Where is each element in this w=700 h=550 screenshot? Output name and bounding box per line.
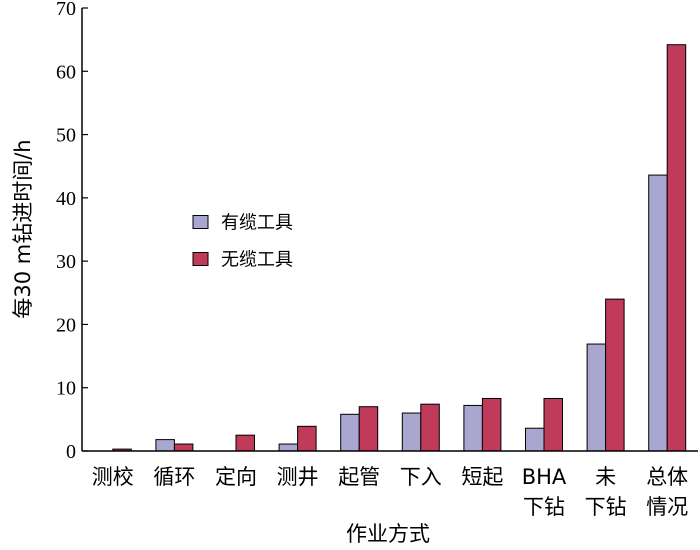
x-category-label: BHA bbox=[522, 465, 567, 489]
x-category-label: 情况 bbox=[646, 495, 688, 519]
bar-wireless-2 bbox=[235, 434, 255, 452]
x-category-label: 下钻 bbox=[585, 495, 627, 519]
x-category-label: 循环 bbox=[153, 465, 195, 489]
y-tick-label: 10 bbox=[56, 378, 76, 400]
axes-layer bbox=[81, 8, 698, 452]
bars-layer bbox=[112, 44, 687, 452]
bar-wireless-8 bbox=[605, 298, 625, 452]
bar-wired-3 bbox=[278, 443, 299, 452]
x-category-label: 下钻 bbox=[523, 495, 565, 519]
bar-wireless-5 bbox=[420, 403, 440, 452]
x-category-label: 总体 bbox=[646, 465, 688, 489]
legend-label: 无缆工具 bbox=[221, 250, 293, 271]
bar-wired-1 bbox=[155, 439, 175, 452]
bar-wireless-1 bbox=[173, 443, 194, 452]
y-tick-label: 60 bbox=[56, 61, 76, 83]
bar-wired-5 bbox=[401, 412, 422, 452]
y-tick-label: 30 bbox=[56, 251, 76, 273]
bar-wireless-7 bbox=[543, 397, 563, 452]
x-category-label: 测校 bbox=[92, 465, 134, 489]
bar-wireless-9 bbox=[666, 44, 687, 452]
bar-wireless-3 bbox=[297, 425, 317, 452]
x-category-label: 起管 bbox=[338, 465, 380, 489]
x-category-label: 短起 bbox=[461, 465, 503, 489]
bar-wired-7 bbox=[525, 427, 545, 452]
legend-swatch bbox=[192, 215, 209, 229]
y-tick-label: 70 bbox=[56, 0, 76, 20]
x-category-label: 未 bbox=[595, 465, 616, 489]
bar-wired-8 bbox=[586, 343, 607, 452]
legend-label: 有缆工具 bbox=[221, 213, 293, 234]
x-axis-title: 作业方式 bbox=[346, 522, 430, 546]
x-category-label: 测井 bbox=[277, 465, 319, 489]
bar-wireless-6 bbox=[481, 397, 502, 452]
y-tick-label: 0 bbox=[66, 441, 76, 463]
x-category-label: 定向 bbox=[215, 465, 257, 489]
y-tick-label: 50 bbox=[56, 125, 76, 147]
bar-wired-9 bbox=[648, 174, 668, 452]
y-tick-label: 20 bbox=[56, 314, 76, 336]
legend-swatch bbox=[192, 252, 209, 266]
bar-wired-4 bbox=[340, 413, 360, 452]
y-tick-label: 40 bbox=[56, 188, 76, 210]
y-ticks-layer: 0 10 20 30 40 50 60 70 bbox=[56, 0, 88, 463]
x-category-label: 下入 bbox=[400, 465, 442, 489]
y-axis-title: 每30 m钻进时间/h bbox=[11, 139, 35, 318]
bar-wireless-4 bbox=[358, 406, 379, 452]
bar-wired-6 bbox=[463, 404, 483, 452]
